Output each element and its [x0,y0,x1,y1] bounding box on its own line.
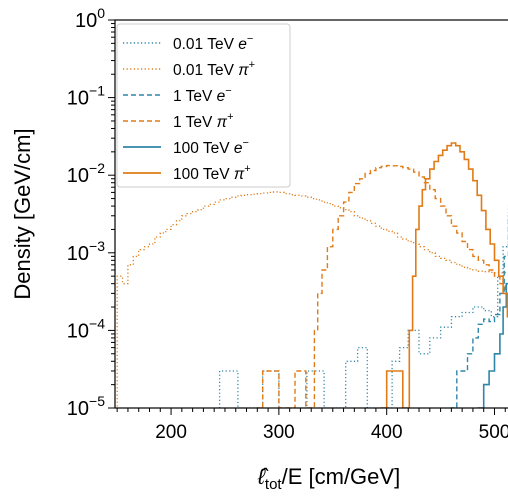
legend: 0.01 TeV e−0.01 TeV π+1 TeV e−1 TeV π+10… [116,23,291,188]
x-tick-label: 300 [263,422,295,443]
legend-charge: − [247,33,253,45]
series-5 [380,142,508,408]
legend-label-4: 100 TeV e− [173,137,249,157]
y-tick-exponent: 0 [97,5,105,21]
legend-label-3: 1 TeV π+ [173,111,234,131]
legend-label-0: 0.01 TeV e− [173,33,253,53]
y-tick-label: 10−1 [67,83,105,110]
x-axis-label-sub: tot [265,476,283,493]
legend-charge: − [243,137,249,149]
series-1 [116,191,508,408]
y-tick-label: 10−2 [67,160,105,187]
series-layer [116,142,508,408]
x-axis-label-rest: /E [cm/GeV] [282,464,401,489]
legend-energy: 1 TeV [173,114,217,131]
legend-charge: + [244,163,250,175]
y-tick-label: 100 [75,5,105,32]
x-tick-label: 500 [479,422,508,443]
series-4 [477,282,508,408]
y-axis-label: Density [GeV/cm] [10,128,35,299]
x-axis-label: ℓ̂tot/E [cm/GeV] [257,464,400,493]
y-tick-base: 10 [67,165,89,187]
legend-particle: π [217,114,228,131]
legend-charge: + [249,59,255,71]
legend-label-1: 0.01 TeV π+ [173,59,255,79]
legend-energy: 100 TeV [173,166,234,183]
y-tick-base: 10 [67,243,89,265]
legend-particle: π [234,166,245,183]
legend-charge: + [227,111,233,123]
y-tick-base: 10 [67,88,89,110]
y-tick-exponent: −1 [89,83,105,99]
y-tick-base: 10 [67,320,89,342]
y-tick-base: 10 [67,398,89,420]
x-axis: 200 300 400 500 [116,408,508,443]
legend-energy: 100 TeV [173,140,234,157]
legend-particle: e [238,36,247,53]
y-tick-base: 10 [75,10,97,32]
legend-label-2: 1 TeV e− [173,85,232,105]
legend-charge: − [225,85,231,97]
series-3 [256,164,508,408]
legend-particle: e [217,88,226,105]
plot-frame [114,19,508,409]
y-tick-exponent: −2 [89,160,105,176]
y-tick-label: 10−3 [67,238,105,265]
legend-label-5: 100 TeV π+ [173,163,251,183]
legend-particle: π [238,62,249,79]
x-tick-label: 200 [155,422,187,443]
x-tick-label: 400 [371,422,403,443]
legend-energy: 0.01 TeV [173,36,238,53]
y-tick-label: 10−5 [67,393,105,420]
legend-energy: 0.01 TeV [173,62,238,79]
y-tick-exponent: −4 [89,315,105,331]
legend-energy: 1 TeV [173,88,217,105]
legend-particle: e [234,140,243,157]
y-tick-exponent: −5 [89,393,105,409]
y-tick-exponent: −3 [89,238,105,254]
y-tick-label: 10−4 [67,315,105,342]
series-2 [450,215,508,408]
